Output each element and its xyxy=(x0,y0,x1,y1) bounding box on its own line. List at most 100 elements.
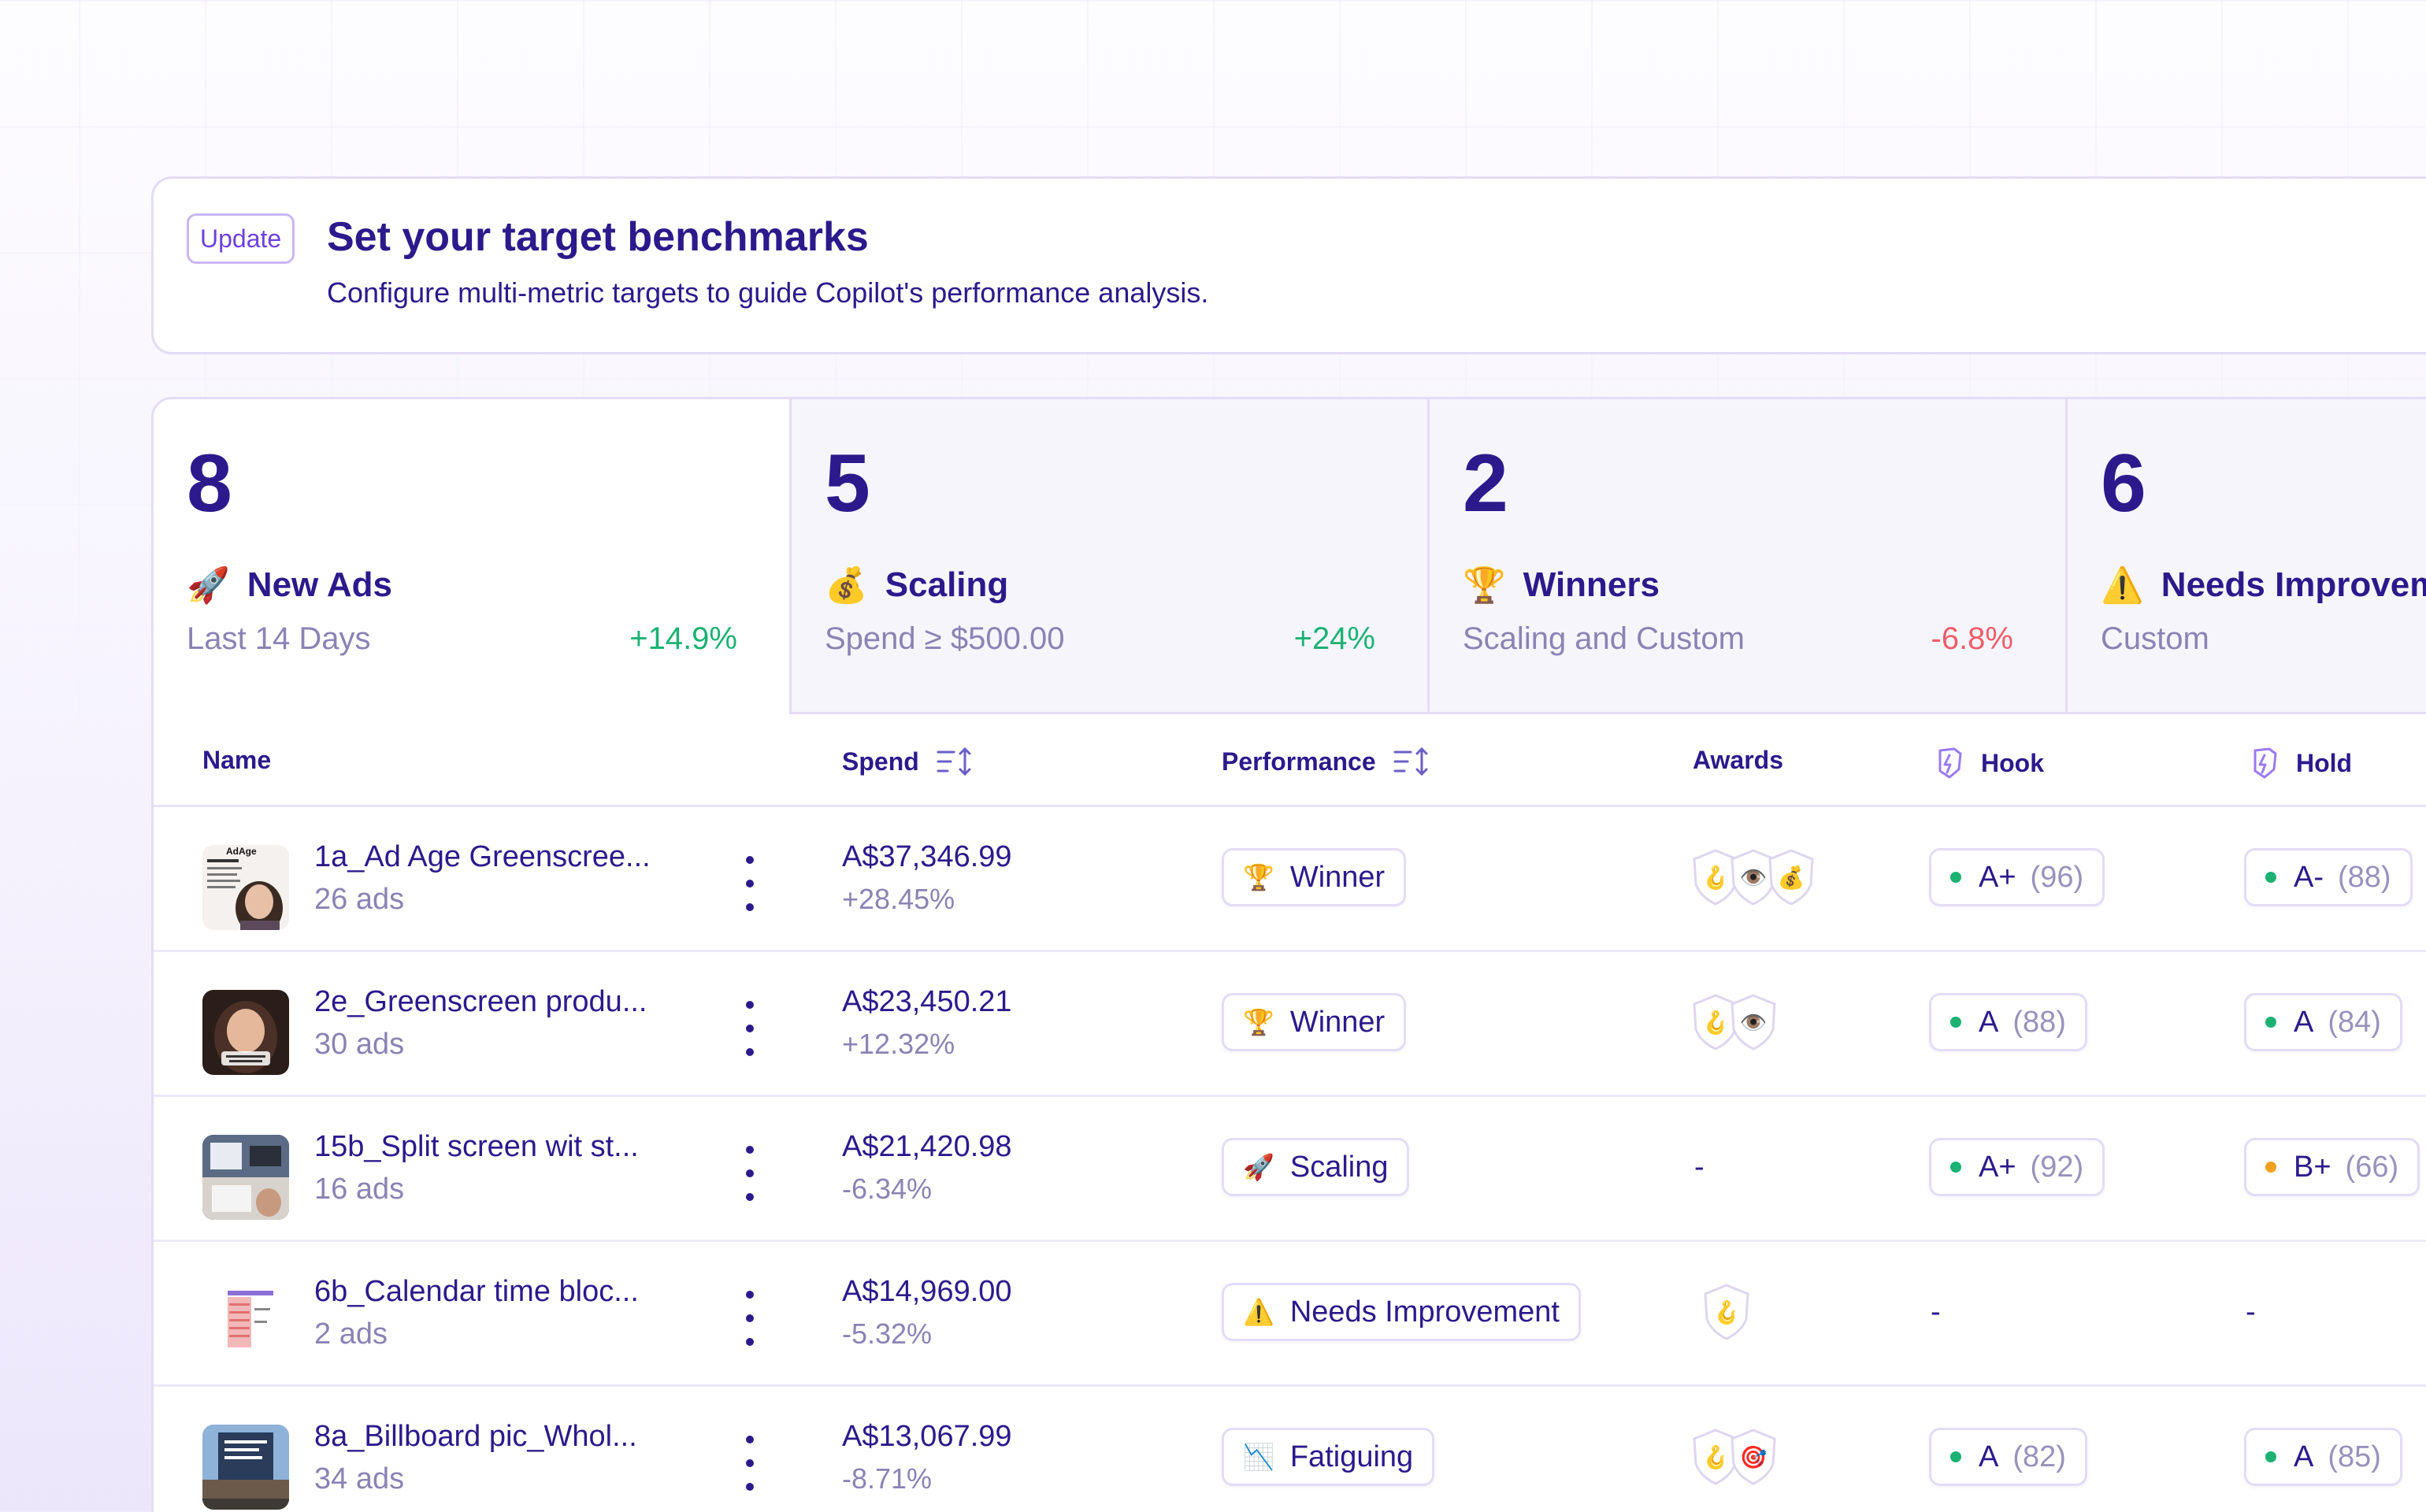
column-header-performance[interactable]: Performance xyxy=(1222,746,1431,777)
table-row[interactable]: 6b_Calendar time bloc... 2 ads A$14,969.… xyxy=(154,1242,2426,1387)
ad-count: 30 ads xyxy=(314,1028,405,1061)
column-header-hook[interactable]: Hook xyxy=(1934,746,2044,780)
hook-award-icon[interactable]: 🪝 xyxy=(1702,1283,1751,1341)
spend-value: A$37,346.99 xyxy=(842,840,1012,873)
hold-grade-badge[interactable]: A- (88) xyxy=(2244,848,2413,906)
more-options-icon[interactable] xyxy=(738,856,762,911)
table-row[interactable]: 2e_Greenscreen produ... 30 ads A$23,450.… xyxy=(154,952,2426,1097)
stat-tab-needs-improvement[interactable]: 6 ⚠️ Needs Improvement Custom xyxy=(2068,399,2426,714)
ad-thumbnail xyxy=(202,1280,289,1365)
stat-count: 8 xyxy=(187,438,232,529)
ad-name[interactable]: 1a_Ad Age Greenscree... xyxy=(314,840,651,873)
stat-tab-winners[interactable]: 2 🏆 Winners Scaling and Custom -6.8% xyxy=(1430,399,2068,714)
hook-grade-badge[interactable]: A (82) xyxy=(1929,1428,2087,1486)
sort-icon[interactable] xyxy=(937,746,974,777)
award-glyph: 🎯 xyxy=(1739,1443,1768,1470)
ad-thumbnail xyxy=(202,1135,289,1220)
ad-count: 16 ads xyxy=(314,1173,405,1206)
stat-delta: -6.8% xyxy=(1931,621,2014,656)
hook-grade-badge[interactable]: A+ (96) xyxy=(1929,848,2105,906)
award-glyph: 💰 xyxy=(1777,864,1805,891)
money-bag-icon: 💰 xyxy=(825,565,868,606)
award-glyph: 🪝 xyxy=(1701,1443,1730,1470)
column-header-name[interactable]: Name xyxy=(202,746,271,775)
stat-subtitle: Scaling and Custom xyxy=(1463,621,1745,656)
awards-empty: - xyxy=(1694,1151,1705,1184)
awards-list: 🪝 xyxy=(1702,1283,1749,1346)
grade-label: A xyxy=(2294,1440,2314,1473)
stat-count: 2 xyxy=(1463,438,1508,529)
table-row[interactable]: AdAge 1a_Ad Age Greenscree... 26 ads A$3… xyxy=(154,807,2426,952)
grade-score: (85) xyxy=(2328,1440,2381,1473)
trophy-icon: 🏆 xyxy=(1243,1007,1274,1037)
eye-award-icon[interactable]: 👁️ xyxy=(1729,993,1778,1051)
hook-grade-badge[interactable]: A+ (92) xyxy=(1929,1138,2105,1196)
performance-badge[interactable]: 🏆 Winner xyxy=(1222,993,1407,1051)
hold-grade-badge[interactable]: A (85) xyxy=(2244,1428,2402,1486)
money-award-icon[interactable]: 💰 xyxy=(1767,848,1816,906)
more-options-icon[interactable] xyxy=(738,1291,762,1346)
svg-text:AdAge: AdAge xyxy=(226,846,257,857)
table-row[interactable]: 15b_Split screen wit st... 16 ads A$21,4… xyxy=(154,1097,2426,1242)
lightning-shield-icon xyxy=(2254,747,2277,779)
stat-tab-new-ads[interactable]: 8 🚀 New Ads Last 14 Days +14.9% xyxy=(154,399,792,714)
column-header-hold[interactable]: Hold xyxy=(2249,746,2352,780)
stat-tab-scaling[interactable]: 5 💰 Scaling Spend ≥ $500.00 +24% xyxy=(792,399,1430,714)
update-button[interactable]: Update xyxy=(187,213,295,264)
more-options-icon[interactable] xyxy=(738,1146,762,1201)
column-header-label: Hook xyxy=(1981,748,2044,777)
status-dot xyxy=(1950,1017,1961,1028)
stat-title: ⚠️ Needs Improvement xyxy=(2101,565,2426,606)
more-options-icon[interactable] xyxy=(738,1436,762,1491)
rocket-icon: 🚀 xyxy=(187,565,230,606)
performance-badge[interactable]: 🏆 Winner xyxy=(1222,848,1407,906)
performance-badge[interactable]: ⚠️ Needs Improvement xyxy=(1222,1283,1581,1341)
stat-title-label: Needs Improvement xyxy=(2161,565,2426,604)
grade-score: (84) xyxy=(2328,1005,2381,1039)
hold-grade-badge[interactable]: B+ (66) xyxy=(2244,1138,2420,1196)
hold-grade-badge[interactable]: A (84) xyxy=(2244,993,2402,1051)
stat-title-label: Winners xyxy=(1523,565,1660,604)
award-glyph: 👁️ xyxy=(1739,864,1768,891)
status-dot xyxy=(2265,1451,2276,1462)
target-award-icon[interactable]: 🎯 xyxy=(1729,1428,1778,1486)
column-header-awards[interactable]: Awards xyxy=(1693,746,1783,775)
ad-name[interactable]: 2e_Greenscreen produ... xyxy=(314,985,647,1018)
stat-delta: +24% xyxy=(1293,621,1375,656)
ads-panel: 8 🚀 New Ads Last 14 Days +14.9% 5 💰 Scal… xyxy=(151,397,2426,1512)
more-options-icon[interactable] xyxy=(738,1001,762,1056)
ad-count: 26 ads xyxy=(314,883,405,916)
hold-empty: - xyxy=(2246,1295,2256,1329)
banner-title: Set your target benchmarks xyxy=(327,214,869,260)
awards-list: 🪝 👁️ 💰 xyxy=(1691,848,1814,911)
grade-label: A+ xyxy=(1979,1150,2016,1184)
grade-label: A+ xyxy=(1979,860,2016,894)
stat-title: 🏆 Winners xyxy=(1463,565,1660,606)
ad-name[interactable]: 15b_Split screen wit st... xyxy=(314,1130,639,1163)
spend-delta: +12.32% xyxy=(842,1028,955,1060)
spend-value: A$23,450.21 xyxy=(842,985,1012,1018)
performance-label: Needs Improvement xyxy=(1289,1295,1560,1329)
banner-subtitle: Configure multi-metric targets to guide … xyxy=(327,276,1209,309)
stat-title: 💰 Scaling xyxy=(825,565,1008,606)
spend-value: A$13,067.99 xyxy=(842,1420,1012,1453)
hook-empty: - xyxy=(1931,1295,1941,1329)
hook-grade-badge[interactable]: A (88) xyxy=(1929,993,2087,1051)
sort-icon[interactable] xyxy=(1393,746,1431,777)
ad-name[interactable]: 8a_Billboard pic_Whol... xyxy=(314,1420,637,1453)
performance-label: Winner xyxy=(1289,1005,1385,1039)
award-glyph: 🪝 xyxy=(1701,1009,1730,1036)
spend-delta: +28.45% xyxy=(842,883,955,915)
status-dot xyxy=(1950,1451,1961,1462)
performance-badge[interactable]: 📉 Fatiguing xyxy=(1222,1428,1435,1486)
table-row[interactable]: 8a_Billboard pic_Whol... 34 ads A$13,067… xyxy=(154,1387,2426,1512)
ad-count: 34 ads xyxy=(314,1462,405,1495)
grade-label: A xyxy=(2294,1005,2314,1039)
column-header-spend[interactable]: Spend xyxy=(842,746,974,777)
status-dot xyxy=(2265,1017,2276,1028)
grade-score: (96) xyxy=(2030,860,2084,894)
status-dot xyxy=(1950,1162,1961,1173)
grade-score: (88) xyxy=(2012,1005,2066,1039)
ad-name[interactable]: 6b_Calendar time bloc... xyxy=(314,1275,639,1308)
performance-badge[interactable]: 🚀 Scaling xyxy=(1222,1138,1410,1196)
